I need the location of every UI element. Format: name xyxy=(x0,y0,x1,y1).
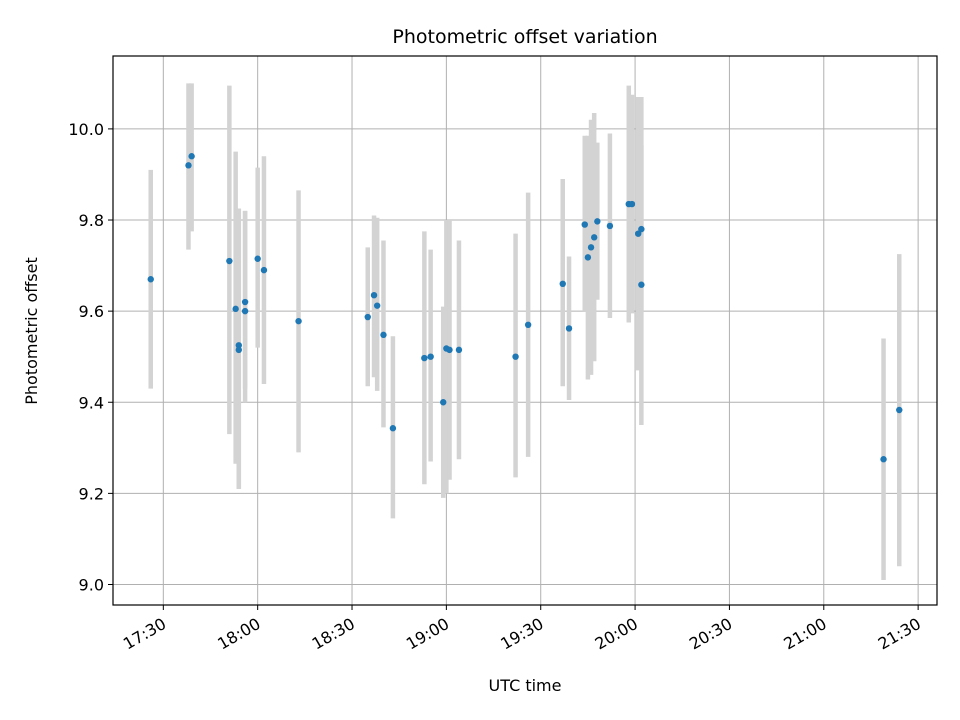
data-point xyxy=(241,298,249,306)
data-point xyxy=(147,276,154,283)
data-point xyxy=(606,222,614,230)
plot-area xyxy=(113,56,937,605)
plot-frame xyxy=(112,55,938,606)
data-point xyxy=(587,244,595,251)
data-point xyxy=(440,399,447,406)
data-points xyxy=(147,153,903,463)
data-point xyxy=(254,255,261,262)
data-point xyxy=(232,305,239,313)
data-point xyxy=(565,325,573,332)
x-axis-label: UTC time xyxy=(489,676,562,695)
data-point xyxy=(446,346,453,354)
data-point xyxy=(638,281,645,288)
y-tick-label: 9.2 xyxy=(79,484,104,503)
grid xyxy=(113,56,937,605)
data-point xyxy=(638,225,645,233)
data-point xyxy=(524,321,532,329)
y-tick-label: 9.4 xyxy=(79,393,104,412)
data-point xyxy=(295,317,302,325)
data-point xyxy=(880,456,887,463)
data-point xyxy=(594,218,601,225)
y-axis-label: Photometric offset xyxy=(22,257,41,405)
data-point xyxy=(373,302,381,309)
y-axis: 9.0 9.2 9.4 9.6 9.8 10.0 xyxy=(68,120,113,594)
y-tick-label: 10.0 xyxy=(68,120,104,139)
data-point xyxy=(235,342,243,349)
y-tick-label: 9.6 xyxy=(79,302,104,321)
data-point xyxy=(370,291,378,299)
data-point xyxy=(635,230,642,237)
data-point xyxy=(584,254,592,261)
data-point xyxy=(185,162,192,169)
data-point xyxy=(380,331,387,339)
data-point xyxy=(260,266,268,274)
y-tick-label: 9.0 xyxy=(79,575,104,594)
data-point xyxy=(559,280,566,288)
y-tick-label: 9.8 xyxy=(79,211,104,230)
data-point xyxy=(427,353,434,360)
chart-title: Photometric offset variation xyxy=(392,26,657,48)
data-point xyxy=(421,354,428,362)
data-point xyxy=(628,200,636,208)
data-point xyxy=(389,425,397,432)
data-point xyxy=(188,153,195,160)
data-point xyxy=(455,346,463,354)
data-point xyxy=(896,406,903,414)
data-point xyxy=(226,257,233,265)
data-point xyxy=(235,346,243,354)
data-point xyxy=(512,353,519,360)
data-point xyxy=(590,234,598,241)
data-point xyxy=(241,307,249,315)
data-point xyxy=(364,313,371,321)
data-point xyxy=(581,221,588,228)
